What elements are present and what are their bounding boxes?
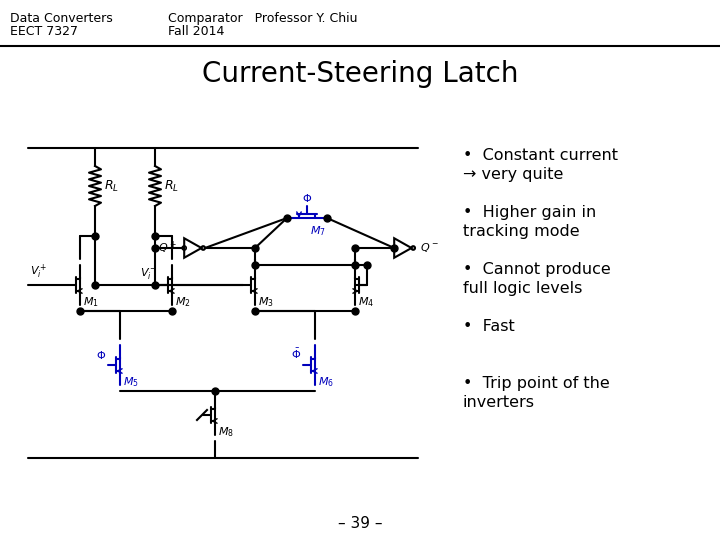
Text: $M_7$: $M_7$	[310, 224, 326, 238]
Text: $M_1$: $M_1$	[83, 295, 99, 309]
Text: •  Constant current
→ very quite: • Constant current → very quite	[463, 148, 618, 182]
Text: $\Phi$: $\Phi$	[96, 349, 106, 361]
Text: $\bar{\Phi}$: $\bar{\Phi}$	[291, 347, 301, 361]
Text: $M_6$: $M_6$	[318, 375, 334, 389]
Text: $\Phi$: $\Phi$	[302, 192, 312, 204]
Text: $M_4$: $M_4$	[358, 295, 374, 309]
Text: $V_i^+$: $V_i^+$	[30, 262, 48, 281]
Text: Comparator   Professor Y. Chiu: Comparator Professor Y. Chiu	[168, 12, 358, 25]
Text: Fall 2014: Fall 2014	[168, 25, 225, 38]
Text: EECT 7327: EECT 7327	[10, 25, 78, 38]
Text: $R_L$: $R_L$	[104, 178, 119, 193]
Text: $Q^-$: $Q^-$	[420, 241, 438, 254]
Text: $M_3$: $M_3$	[258, 295, 274, 309]
Text: $M_2$: $M_2$	[175, 295, 191, 309]
Text: $M_5$: $M_5$	[123, 375, 139, 389]
Text: $V_i^-$: $V_i^-$	[140, 266, 158, 281]
Text: $M_8$: $M_8$	[218, 425, 234, 439]
Text: •  Fast: • Fast	[463, 319, 515, 334]
Text: $Q^+$: $Q^+$	[158, 240, 176, 256]
Text: •  Trip point of the
inverters: • Trip point of the inverters	[463, 376, 610, 410]
Text: •  Higher gain in
tracking mode: • Higher gain in tracking mode	[463, 205, 596, 239]
Text: $R_L$: $R_L$	[164, 178, 179, 193]
Text: Data Converters: Data Converters	[10, 12, 113, 25]
Text: – 39 –: – 39 –	[338, 516, 382, 531]
Text: Current-Steering Latch: Current-Steering Latch	[202, 60, 518, 88]
Text: •  Cannot produce
full logic levels: • Cannot produce full logic levels	[463, 262, 611, 296]
